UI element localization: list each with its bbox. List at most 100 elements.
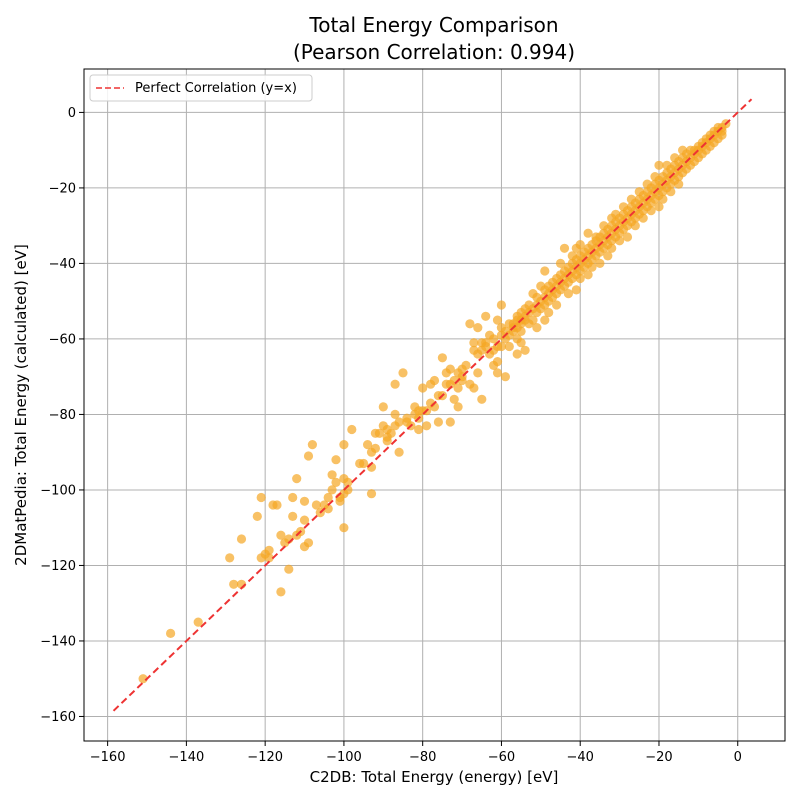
data-point [339,523,349,533]
y-axis-ticks: −160 −140 −120 −100 −80 −60 −40 −20 0 [40,106,84,725]
x-tick-label: −100 [326,750,362,765]
data-point [481,338,491,348]
data-point [256,492,266,503]
data-point [465,319,475,329]
data-point [288,492,298,503]
data-point [252,511,262,521]
data-point [571,285,581,295]
data-point [512,349,522,359]
grid-lines [84,69,785,741]
x-axis-ticks: −160 −140 −120 −100 −80 −60 −40 −20 0 [90,741,742,765]
data-point [469,338,479,348]
data-point [343,477,353,487]
data-point [284,564,294,574]
data-point [575,273,585,284]
data-point [331,477,341,487]
reference-line [112,98,753,712]
data-point [492,368,503,378]
data-point [272,500,282,510]
data-point [504,341,514,352]
data-point [418,383,428,393]
data-point [445,364,455,374]
y-tick-label: −120 [40,559,76,574]
data-point [229,579,239,589]
legend-box [89,74,313,102]
data-point [595,258,605,268]
plot-frame [83,68,786,742]
data-point [394,417,404,427]
data-point [299,515,310,525]
legend: Perfect Correlation (y=x) [89,74,313,102]
data-point [674,179,684,189]
data-point [540,266,550,276]
x-tick-label: 0 [734,750,742,765]
data-point [359,458,369,469]
data-point [374,428,384,438]
data-point [166,628,176,639]
x-tick-label: −80 [409,750,436,765]
data-point [225,553,235,563]
data-point [615,236,625,246]
data-point [363,440,373,450]
data-point [489,334,499,344]
data-point [433,417,443,427]
data-point [347,424,357,435]
data-point [327,470,337,480]
x-tick-label: −140 [169,750,205,765]
data-point [276,587,286,597]
chart-subtitle: (Pearson Correlation: 0.994) [293,40,575,64]
data-point [607,243,617,253]
data-point [603,251,613,261]
data-point [292,474,302,484]
data-point [402,413,412,423]
data-point [398,368,408,378]
data-point [654,202,664,212]
data-point [666,187,676,197]
data-point [307,440,317,450]
data-point [481,311,491,321]
data-point [386,428,396,438]
data-point [638,213,648,223]
data-point [311,500,321,510]
y-tick-label: 0 [68,106,76,121]
data-point [532,323,542,333]
data-point [445,417,455,427]
y-tick-label: −140 [40,634,76,649]
y-tick-label: −100 [40,483,76,498]
data-point [496,341,506,352]
data-point [303,451,314,461]
data-point [437,353,447,363]
data-point [658,194,668,204]
data-point [461,360,471,370]
data-point [492,315,503,325]
data-point [331,455,341,465]
data-point [477,394,487,404]
data-point [236,534,247,544]
data-point [563,289,574,299]
data-point [583,270,593,280]
data-point [544,307,554,318]
data-point [473,323,483,333]
data-point [516,338,526,348]
data-point [453,383,463,393]
y-tick-label: −80 [49,408,76,423]
data-point [339,440,349,450]
data-point [654,160,664,170]
data-point [552,300,562,310]
data-point [646,206,656,216]
x-tick-label: −40 [566,750,593,765]
data-point [323,492,333,503]
data-point [457,375,467,386]
data-point [496,300,506,310]
chart-title: Total Energy Comparison [308,13,558,37]
x-tick-label: −60 [488,750,515,765]
data-point [500,372,510,382]
y-tick-label: −160 [40,710,76,725]
data-point [264,553,274,563]
y-tick-label: −40 [49,257,76,272]
data-point [378,402,388,412]
data-point [453,402,463,412]
data-point [449,394,459,404]
x-tick-label: −120 [247,750,283,765]
